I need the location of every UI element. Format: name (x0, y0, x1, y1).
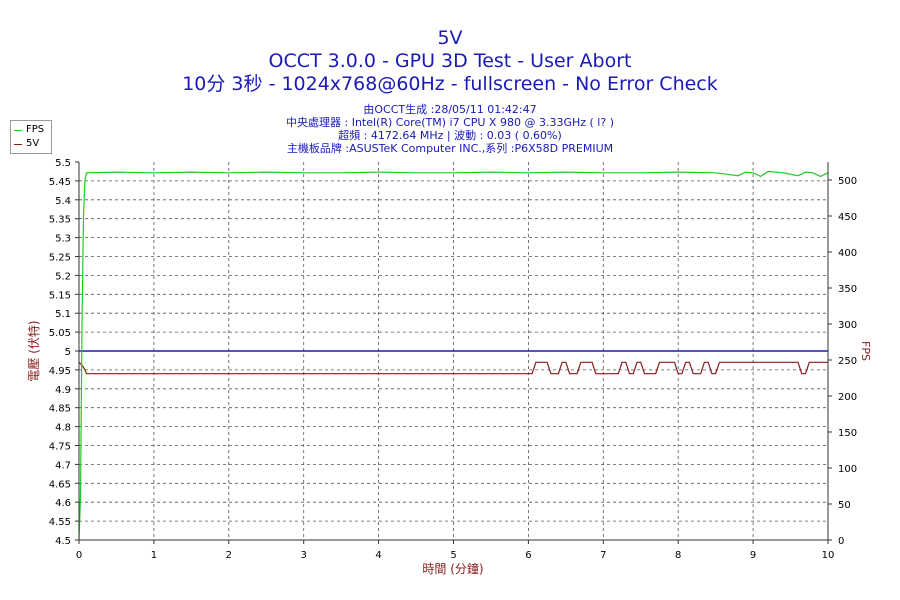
y-left-tick-label: 5 (65, 347, 71, 358)
y-left-tick-label: 4.75 (49, 442, 71, 453)
info-overclock: 超頻 : 4172.64 MHz | 波動 : 0.03 ( 0.60%) (338, 129, 562, 142)
series-line-fps (78, 170, 829, 541)
x-tick-label: 1 (151, 550, 157, 561)
y-right-tick-label: 400 (838, 248, 857, 259)
y-left-tick-label: 5.3 (55, 234, 71, 245)
series-line-5v (78, 361, 828, 375)
y-left-tick-label: 4.6 (55, 498, 71, 509)
legend-label-fps: FPS (26, 124, 45, 135)
x-tick-label: 3 (301, 550, 307, 561)
y-left-tick-label: 4.7 (55, 460, 71, 471)
info-motherboard: 主機板品牌 :ASUSTeK Computer INC.,系列 :P6X58D … (286, 142, 614, 155)
x-tick-label: 10 (822, 550, 835, 561)
y-left-tick-label: 5.05 (49, 328, 71, 339)
y-right-tick-label: 350 (838, 284, 857, 295)
x-tick-label: 2 (226, 550, 232, 561)
y-left-tick-label: 4.85 (49, 404, 71, 415)
y-left-tick-label: 5.15 (49, 290, 71, 301)
legend-item-fps: FPS (14, 124, 44, 136)
y-right-tick-label: 0 (838, 536, 844, 547)
y-left-tick-label: 4.9 (55, 385, 71, 396)
legend-swatch-fps (14, 129, 22, 131)
y-right-tick-label: 250 (838, 356, 857, 367)
y-left-tick-label: 5.4 (55, 196, 71, 207)
chart-title: 5V (437, 27, 463, 49)
axes-group (75, 161, 832, 544)
x-tick-label: 6 (525, 550, 531, 561)
legend-item-5v: 5V (14, 138, 39, 150)
info-generated: 由OCCT生成 :28/05/11 01:42:47 (363, 103, 537, 116)
y-axis-label-left: 電壓 (伏特) (26, 320, 41, 381)
y-left-tick-label: 4.65 (49, 479, 71, 490)
x-tick-label: 7 (600, 550, 606, 561)
y-left-tick-label: 5.25 (49, 253, 71, 264)
y-axis-label-right: FPS (859, 341, 872, 361)
info-cpu: 中央處理器 : Intel(R) Core(TM) i7 CPU X 980 @… (286, 116, 614, 129)
x-tick-label: 0 (76, 550, 82, 561)
y-right-tick-label: 100 (838, 464, 857, 475)
y-left-tick-label: 4.55 (49, 517, 71, 528)
chart-subtitle-details: 10分 3秒 - 1024x768@60Hz - fullscreen - No… (182, 73, 718, 95)
y-left-tick-label: 5.1 (55, 309, 71, 320)
y-left-tick-label: 5.2 (55, 271, 71, 282)
x-tick-label: 9 (750, 550, 756, 561)
x-tick-label: 8 (675, 550, 681, 561)
legend-label-5v: 5V (26, 138, 40, 149)
series-group (78, 170, 829, 541)
y-left-tick-label: 4.8 (55, 423, 71, 434)
legend-swatch-5v (14, 143, 22, 145)
y-left-tick-label: 5.35 (49, 215, 71, 226)
y-right-tick-label: 50 (838, 500, 851, 511)
y-right-tick-label: 300 (838, 320, 857, 331)
tick-labels: 0 1 2 3 4 5 6 7 8 9 10 4.5 4.55 4.6 4.65 4.7 4.75 4.8 4.85… (49, 158, 857, 561)
y-left-tick-label: 5.45 (49, 177, 71, 188)
chart-legend: FPS 5V (10, 120, 52, 154)
y-left-tick-label: 4.95 (49, 366, 71, 377)
chart-subtitle: OCCT 3.0.0 - GPU 3D Test - User Abort (268, 50, 632, 72)
x-tick-label: 4 (375, 550, 381, 561)
y-right-tick-label: 150 (838, 428, 857, 439)
y-right-tick-label: 450 (838, 212, 857, 223)
y-right-tick-label: 200 (838, 392, 857, 403)
y-left-tick-label: 4.5 (55, 536, 71, 547)
x-tick-label: 5 (450, 550, 456, 561)
y-right-tick-label: 500 (838, 176, 857, 187)
x-axis-label: 時間 (分鐘) (422, 561, 483, 576)
y-left-tick-label: 5.5 (55, 158, 71, 169)
